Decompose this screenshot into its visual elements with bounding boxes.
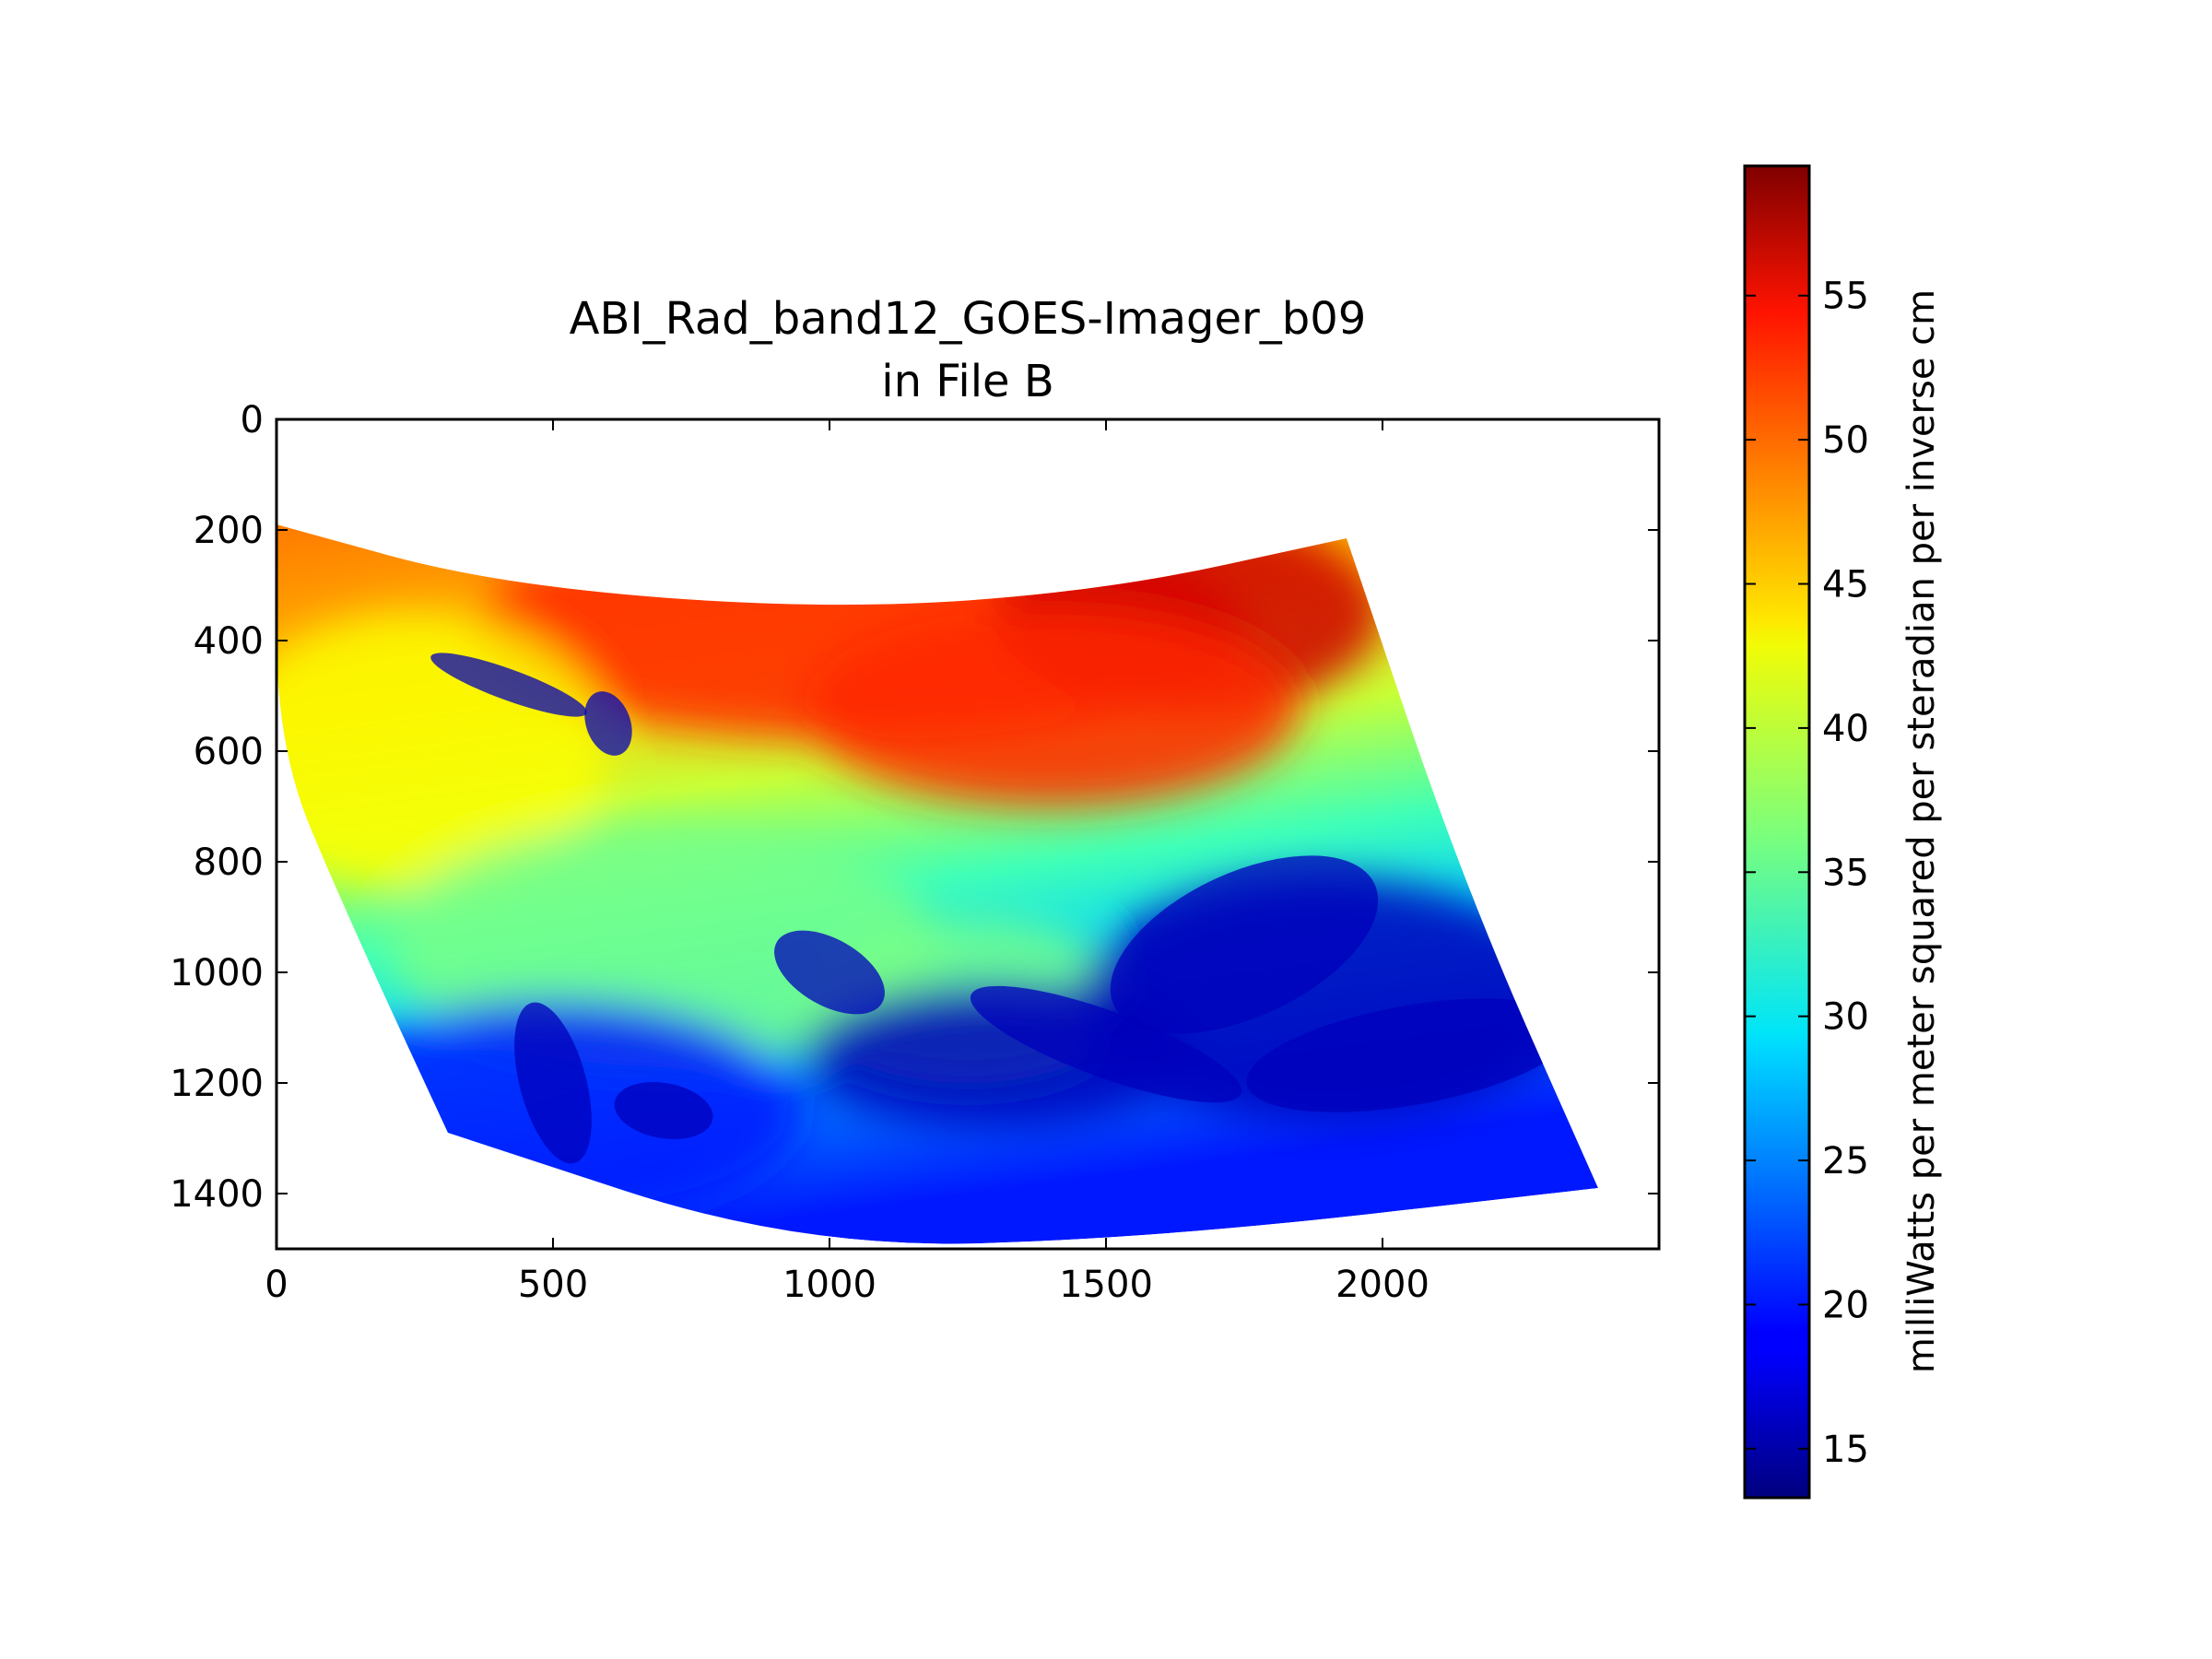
colorbar-gradient	[1743, 164, 1811, 1500]
colorbar: 15 20 25 30 35 40 45 50 55 milliWatts per meter …	[1743, 164, 1943, 1500]
colorbar-tick-label: 15	[1822, 1429, 1869, 1471]
y-axis: 0 200 400 600 800 1000 1200 1400	[170, 399, 1659, 1216]
cloud-feature	[614, 1082, 713, 1139]
cloud-feature	[430, 653, 587, 717]
y-tick-label: 0	[241, 399, 264, 441]
y-tick-label: 1000	[170, 952, 264, 994]
y-tick-label: 800	[194, 841, 264, 884]
colorbar-tick-label: 45	[1822, 564, 1869, 606]
x-tick-label: 1500	[1059, 1264, 1153, 1306]
cloud-feature	[970, 985, 1242, 1103]
region-north-warm	[802, 607, 1300, 806]
y-tick-label: 1200	[170, 1063, 264, 1105]
y-tick-label: 200	[194, 510, 264, 552]
colorbar-tick-label: 20	[1822, 1284, 1869, 1326]
x-tick-label: 2000	[1335, 1264, 1430, 1306]
cloud-feature	[1110, 855, 1379, 1034]
colorbar-label: milliWatts per meter squared per steradi…	[1900, 289, 1943, 1373]
x-tick-label: 0	[265, 1264, 288, 1306]
plot-frame	[275, 418, 1661, 1251]
colorbar-tick-label: 55	[1822, 276, 1869, 318]
chart-title: ABI_Rad_band12_GOES-Imager_b09	[570, 293, 1367, 345]
y-tick-label: 400	[194, 620, 264, 663]
x-tick-label: 1000	[782, 1264, 877, 1306]
x-tick-label: 500	[518, 1264, 588, 1306]
colorbar-tick-label: 40	[1822, 708, 1869, 750]
colorbar-tick-label: 50	[1822, 419, 1869, 462]
colorbar-tick-label: 25	[1822, 1140, 1869, 1182]
chart-subtitle: in File B	[881, 356, 1054, 407]
cloud-feature	[514, 1002, 592, 1164]
cloud-feature	[584, 691, 632, 756]
cloud-feature	[774, 930, 885, 1015]
y-tick-label: 600	[194, 731, 264, 773]
colorbar-tick-label: 30	[1822, 996, 1869, 1039]
cloud-feature	[1246, 998, 1574, 1112]
y-tick-label: 1400	[170, 1173, 264, 1216]
plot-area: 0 500 1000 1500 2000 0 200 400 600 800 1000 1200 14…	[170, 399, 1661, 1306]
colorbar-ticks: 15 20 25 30 35 40 45 50 55	[1745, 276, 1869, 1471]
cloud-features	[430, 653, 1574, 1164]
colorbar-tick-label: 35	[1822, 852, 1869, 894]
x-axis: 0 500 1000 1500 2000	[265, 419, 1430, 1306]
